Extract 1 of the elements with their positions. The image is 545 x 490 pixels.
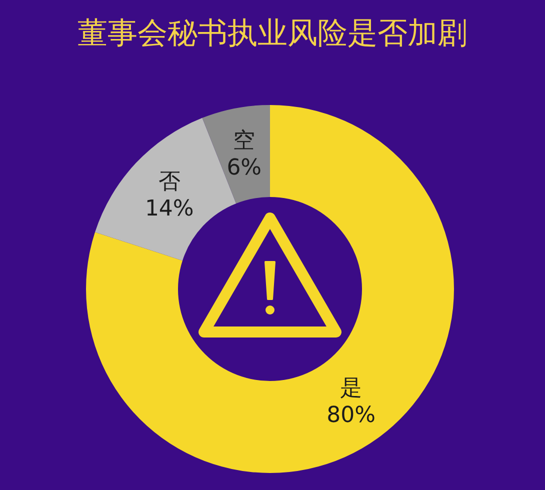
- title: 董事会秘书执业风险是否加剧: [78, 16, 468, 51]
